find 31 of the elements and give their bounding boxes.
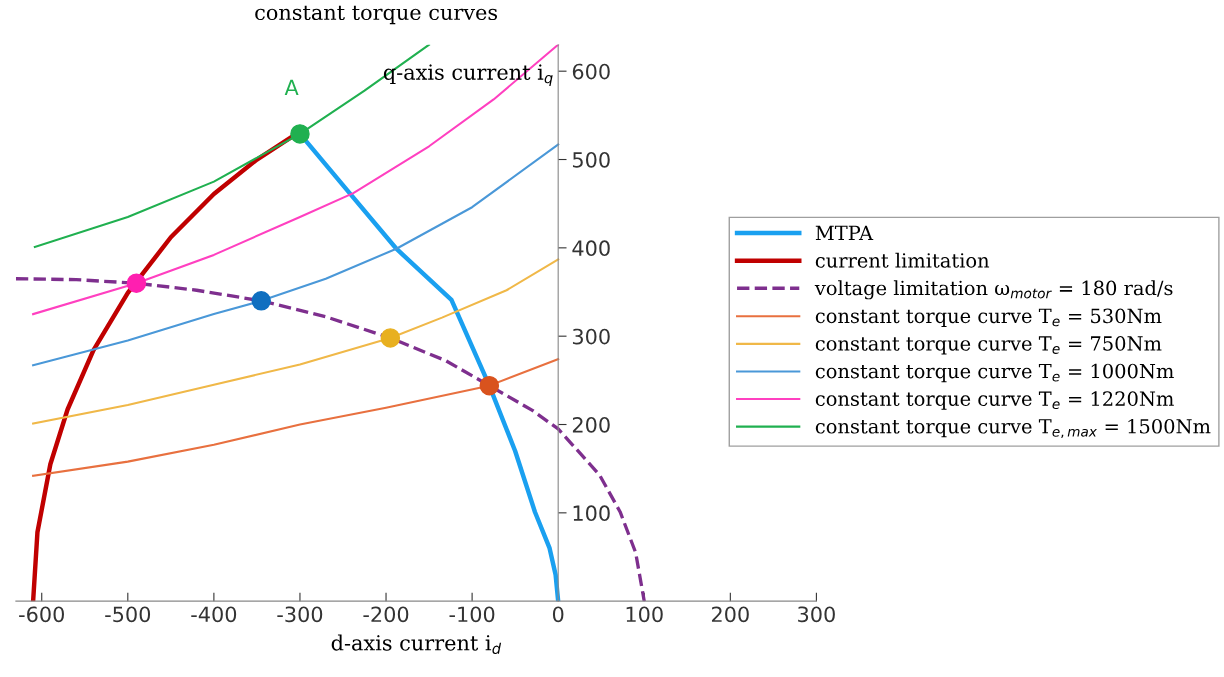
legend-label: constant torque curve T$_{e}$ = 1220Nm bbox=[815, 391, 1174, 410]
x-tick-label: 200 bbox=[711, 606, 749, 623]
y-tick-label: 600 bbox=[572, 63, 610, 80]
legend-label: MTPA bbox=[815, 225, 874, 240]
legend-label: constant torque curve T$_{e}$ = 530Nm bbox=[815, 308, 1162, 327]
line-series bbox=[32, 44, 560, 316]
line-series bbox=[32, 143, 560, 367]
legend-label: constant torque curve T$_{e}$ = 750Nm bbox=[815, 336, 1162, 355]
legend-label: voltage limitation ω$_{motor}$ = 180 rad/s bbox=[814, 280, 1173, 300]
y-tick-label: 200 bbox=[572, 416, 610, 433]
y-tick-label: 300 bbox=[572, 328, 610, 345]
legend-label: current limitation bbox=[815, 252, 990, 268]
x-tick-label: -400 bbox=[191, 606, 237, 623]
x-tick-label: -600 bbox=[19, 606, 64, 623]
legend-label: constant torque curve T$_{e,max}$ = 1500Nm bbox=[815, 418, 1211, 439]
x-axis-title: d-axis current i$_{d}$ bbox=[331, 634, 502, 654]
x-tick-label: -200 bbox=[363, 606, 409, 623]
x-tick-label: -100 bbox=[449, 606, 495, 623]
annotation: A bbox=[284, 79, 299, 96]
legend-label: constant torque curve T$_{e}$ = 1000Nm bbox=[815, 363, 1174, 383]
y-tick-label: 100 bbox=[573, 505, 610, 522]
x-tick-label: 0 bbox=[552, 606, 564, 623]
x-tick-label: 300 bbox=[798, 606, 835, 623]
line-series bbox=[32, 358, 560, 477]
line-series bbox=[32, 258, 560, 425]
text: constant torque curves bbox=[255, 5, 498, 25]
x-tick-label: -500 bbox=[105, 606, 151, 623]
x-tick-label: 100 bbox=[626, 606, 663, 623]
y-tick-label: 500 bbox=[572, 151, 610, 168]
y-tick-label: 400 bbox=[572, 240, 610, 257]
x-tick-label: -300 bbox=[277, 606, 323, 623]
